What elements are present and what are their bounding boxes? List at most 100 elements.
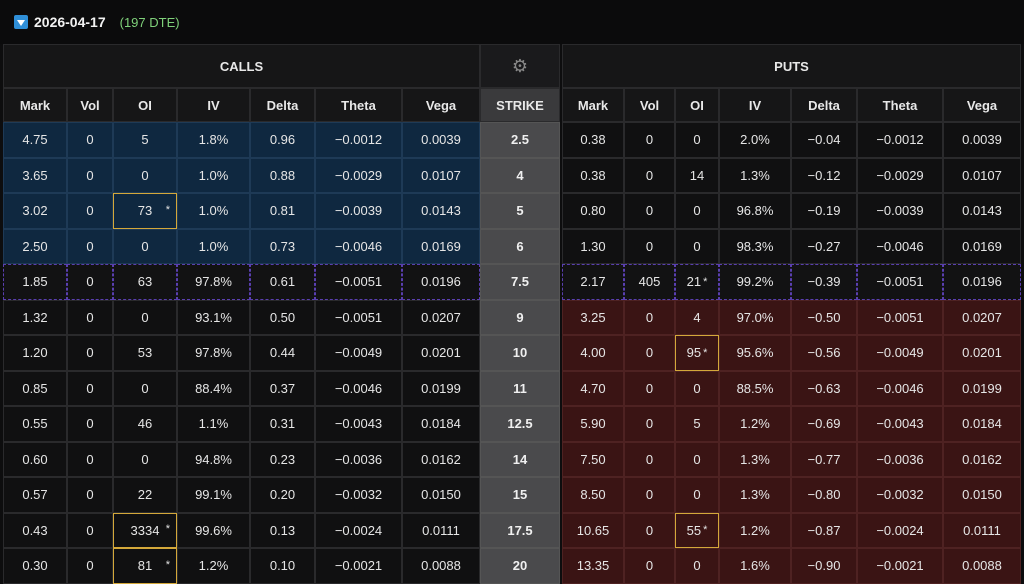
put-cell-delta[interactable]: −0.04 [791, 122, 857, 158]
call-cell-vol[interactable]: 0 [67, 406, 113, 442]
put-cell-iv[interactable]: 97.0% [719, 299, 791, 335]
call-cell-mark[interactable]: 0.85 [3, 370, 67, 406]
put-cell-iv[interactable]: 2.0% [719, 122, 791, 158]
put-cell-delta[interactable]: −0.50 [791, 299, 857, 335]
call-cell-iv[interactable]: 99.6% [177, 512, 250, 548]
strike-cell[interactable]: 14 [480, 441, 560, 477]
put-cell-theta[interactable]: −0.0051 [857, 264, 943, 300]
call-cell-vol[interactable]: 0 [67, 122, 113, 158]
put-cell-iv[interactable]: 1.2% [719, 512, 791, 548]
put-cell-vega[interactable]: 0.0039 [943, 122, 1021, 158]
call-cell-vega[interactable]: 0.0107 [402, 157, 480, 193]
call-cell-theta[interactable]: −0.0012 [315, 122, 402, 158]
put-cell-theta[interactable]: −0.0039 [857, 193, 943, 229]
put-cell-vega[interactable]: 0.0184 [943, 406, 1021, 442]
put-cell-delta[interactable]: −0.87 [791, 512, 857, 548]
put-cell-oi[interactable]: 5 [675, 406, 719, 442]
call-cell-mark[interactable]: 3.65 [3, 157, 67, 193]
put-cell-theta[interactable]: −0.0046 [857, 370, 943, 406]
put-cell-vol[interactable]: 0 [624, 406, 675, 442]
put-cell-vol[interactable]: 0 [624, 477, 675, 513]
put-cell-vega[interactable]: 0.0207 [943, 299, 1021, 335]
put-cell-mark[interactable]: 5.90 [562, 406, 624, 442]
call-cell-delta[interactable]: 0.81 [250, 193, 315, 229]
call-cell-vega[interactable]: 0.0143 [402, 193, 480, 229]
put-cell-vol[interactable]: 0 [624, 122, 675, 158]
call-cell-vol[interactable]: 0 [67, 157, 113, 193]
call-cell-delta[interactable]: 0.20 [250, 477, 315, 513]
put-cell-mark[interactable]: 10.65 [562, 512, 624, 548]
call-cell-oi[interactable]: 22 [113, 477, 177, 513]
call-cell-mark[interactable]: 4.75 [3, 122, 67, 158]
put-cell-delta[interactable]: −0.69 [791, 406, 857, 442]
put-cell-vega[interactable]: 0.0088 [943, 548, 1021, 584]
call-cell-theta[interactable]: −0.0029 [315, 157, 402, 193]
call-cell-oi[interactable]: 0 [113, 441, 177, 477]
call-col-header-vega[interactable]: Vega [402, 88, 480, 122]
strike-cell[interactable]: 20 [480, 548, 560, 584]
call-cell-iv[interactable]: 1.1% [177, 406, 250, 442]
put-cell-delta[interactable]: −0.12 [791, 157, 857, 193]
call-cell-vega[interactable]: 0.0088 [402, 548, 480, 584]
put-cell-theta[interactable]: −0.0012 [857, 122, 943, 158]
put-cell-delta[interactable]: −0.39 [791, 264, 857, 300]
strike-cell[interactable]: 4 [480, 157, 560, 193]
call-cell-vega[interactable]: 0.0150 [402, 477, 480, 513]
put-cell-mark[interactable]: 0.38 [562, 157, 624, 193]
call-cell-theta[interactable]: −0.0046 [315, 370, 402, 406]
expiry-header[interactable]: 2026-04-17 (197 DTE) [0, 0, 1024, 44]
put-cell-vol[interactable]: 0 [624, 335, 675, 371]
call-cell-iv[interactable]: 88.4% [177, 370, 250, 406]
call-cell-delta[interactable]: 0.61 [250, 264, 315, 300]
put-cell-oi[interactable]: 0 [675, 228, 719, 264]
call-cell-vol[interactable]: 0 [67, 548, 113, 584]
call-cell-theta[interactable]: −0.0024 [315, 512, 402, 548]
call-cell-oi[interactable]: 81 * [113, 548, 177, 584]
call-cell-theta[interactable]: −0.0046 [315, 228, 402, 264]
call-cell-oi[interactable]: 3334 * [113, 512, 177, 548]
call-col-header-iv[interactable]: IV [177, 88, 250, 122]
put-cell-mark[interactable]: 2.17 [562, 264, 624, 300]
put-cell-vega[interactable]: 0.0107 [943, 157, 1021, 193]
put-cell-oi[interactable]: 0 [675, 477, 719, 513]
call-col-header-oi[interactable]: OI [113, 88, 177, 122]
put-cell-vega[interactable]: 0.0196 [943, 264, 1021, 300]
put-cell-oi[interactable]: 95 * [675, 335, 719, 371]
put-cell-delta[interactable]: −0.77 [791, 441, 857, 477]
put-cell-mark[interactable]: 1.30 [562, 228, 624, 264]
call-cell-mark[interactable]: 1.20 [3, 335, 67, 371]
call-cell-theta[interactable]: −0.0043 [315, 406, 402, 442]
call-cell-delta[interactable]: 0.73 [250, 228, 315, 264]
call-cell-oi[interactable]: 0 [113, 370, 177, 406]
put-cell-vol[interactable]: 0 [624, 228, 675, 264]
call-cell-oi[interactable]: 46 [113, 406, 177, 442]
call-cell-vol[interactable]: 0 [67, 512, 113, 548]
call-cell-theta[interactable]: −0.0051 [315, 264, 402, 300]
put-col-header-mark[interactable]: Mark [562, 88, 624, 122]
put-cell-oi[interactable]: 0 [675, 193, 719, 229]
put-cell-vega[interactable]: 0.0111 [943, 512, 1021, 548]
call-cell-vol[interactable]: 0 [67, 299, 113, 335]
call-cell-theta[interactable]: −0.0051 [315, 299, 402, 335]
call-cell-theta[interactable]: −0.0021 [315, 548, 402, 584]
call-cell-mark[interactable]: 2.50 [3, 228, 67, 264]
put-cell-iv[interactable]: 88.5% [719, 370, 791, 406]
put-cell-theta[interactable]: −0.0032 [857, 477, 943, 513]
call-cell-delta[interactable]: 0.13 [250, 512, 315, 548]
put-cell-vega[interactable]: 0.0199 [943, 370, 1021, 406]
call-col-header-theta[interactable]: Theta [315, 88, 402, 122]
call-cell-mark[interactable]: 0.43 [3, 512, 67, 548]
strike-cell[interactable]: 5 [480, 193, 560, 229]
put-cell-mark[interactable]: 3.25 [562, 299, 624, 335]
put-col-header-vega[interactable]: Vega [943, 88, 1021, 122]
call-cell-vega[interactable]: 0.0207 [402, 299, 480, 335]
put-cell-delta[interactable]: −0.27 [791, 228, 857, 264]
call-cell-oi[interactable]: 63 [113, 264, 177, 300]
call-cell-iv[interactable]: 1.2% [177, 548, 250, 584]
put-cell-theta[interactable]: −0.0051 [857, 299, 943, 335]
put-cell-mark[interactable]: 13.35 [562, 548, 624, 584]
call-cell-delta[interactable]: 0.88 [250, 157, 315, 193]
call-cell-iv[interactable]: 1.0% [177, 228, 250, 264]
strike-cell[interactable]: 12.5 [480, 406, 560, 442]
call-cell-iv[interactable]: 94.8% [177, 441, 250, 477]
